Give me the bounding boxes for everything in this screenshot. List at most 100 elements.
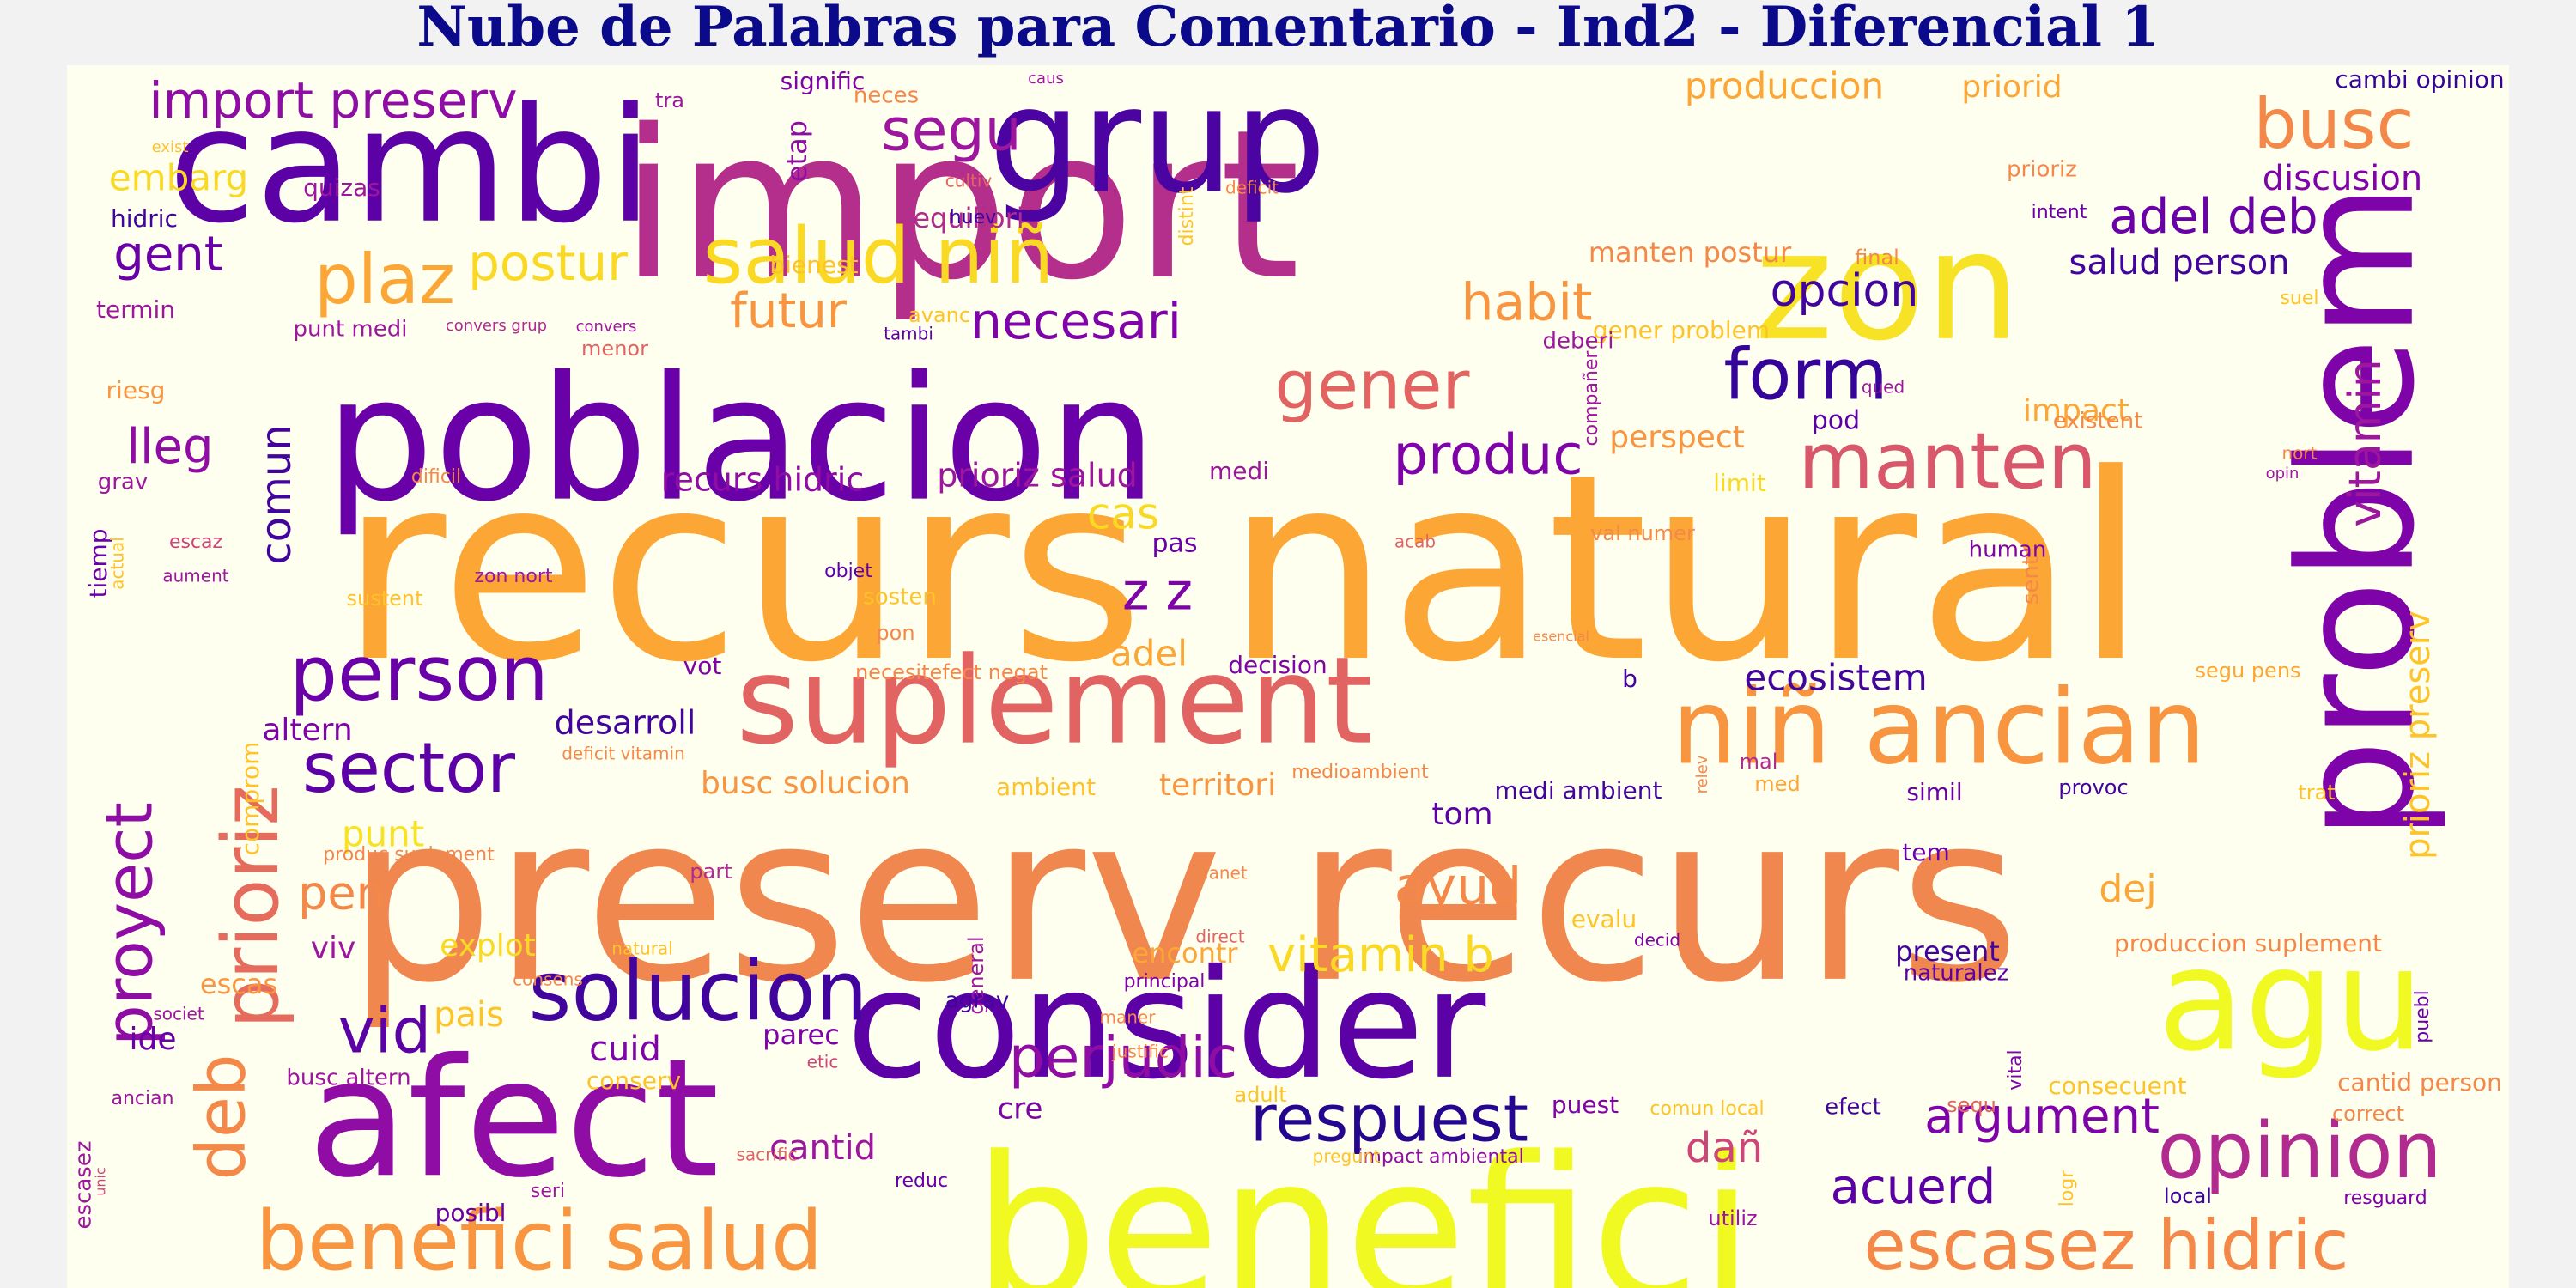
word-consecuent: consecuent bbox=[2048, 1072, 2186, 1100]
word-general: general bbox=[964, 936, 988, 1014]
word-tom: tom bbox=[1431, 797, 1492, 832]
word-decision: decision bbox=[1228, 651, 1327, 679]
word-pod: pod bbox=[1812, 406, 1860, 436]
word-existent: existent bbox=[2053, 409, 2143, 434]
word-deb: deb bbox=[183, 1054, 260, 1180]
word-unic: unic bbox=[93, 1167, 109, 1196]
word-import: import bbox=[620, 85, 1300, 325]
word-sector: sector bbox=[302, 728, 515, 808]
word-efect: efect bbox=[1825, 1095, 1881, 1121]
word-pon: pon bbox=[876, 621, 914, 645]
word-cloud-svg: recurs natural preserv recurs importpoblac… bbox=[71, 65, 2505, 1288]
word-ancian: ancian bbox=[111, 1088, 173, 1109]
word-puebl: puebl bbox=[2412, 990, 2433, 1043]
word-mal: mal bbox=[1740, 750, 1778, 774]
word-objet: objet bbox=[824, 561, 872, 582]
word-argument: argument bbox=[1924, 1089, 2160, 1145]
word-sequ: sequ bbox=[1947, 1093, 1996, 1117]
word-present: present bbox=[1895, 935, 2000, 968]
word-resguard: resguard bbox=[2343, 1188, 2427, 1209]
word-nort: nort bbox=[2282, 443, 2318, 464]
word-z-z: z z bbox=[1122, 562, 1193, 623]
word-prioriz: prioriz bbox=[206, 785, 296, 1028]
word-local: local bbox=[2164, 1184, 2212, 1208]
word-sosten: sosten bbox=[863, 585, 937, 611]
word-medioambient: medioambient bbox=[1291, 762, 1429, 783]
word-distint: distint bbox=[1176, 186, 1198, 246]
word-comun: comun bbox=[252, 424, 301, 564]
word-recurs-natural: recurs natural bbox=[340, 419, 2147, 719]
word-escas: escas bbox=[200, 968, 277, 1000]
word-gent: gent bbox=[113, 227, 222, 283]
word-ambient: ambient bbox=[996, 773, 1096, 801]
word-decid: decid bbox=[1634, 930, 1680, 951]
word-ayud: ayud bbox=[1394, 857, 1522, 917]
word-agu: agu bbox=[2158, 917, 2424, 1082]
word-solucion: solucion bbox=[528, 943, 867, 1039]
word-intent: intent bbox=[2032, 202, 2087, 223]
word-parec: parec bbox=[762, 1018, 840, 1051]
word-tra: tra bbox=[655, 88, 684, 112]
word-prioriz-preserv: prioriz preserv bbox=[2398, 611, 2438, 860]
word-vid: vid bbox=[338, 995, 431, 1067]
word-escasez: escasez bbox=[71, 1141, 97, 1230]
word-adult: adult bbox=[1234, 1083, 1286, 1107]
word-esencial: esencial bbox=[1533, 629, 1589, 645]
word-etic: etic bbox=[807, 1052, 839, 1072]
word-relev: relev bbox=[1693, 755, 1711, 793]
word-pais: pais bbox=[434, 995, 504, 1035]
word-naturalez: naturalez bbox=[1904, 961, 2009, 987]
word-habit: habit bbox=[1461, 273, 1592, 333]
word-cloud: recurs natural preserv recurs import poblac… bbox=[67, 65, 2509, 1288]
word-reduc: reduc bbox=[895, 1170, 948, 1192]
word-cuid: cuid bbox=[589, 1030, 661, 1069]
word-justific: justific bbox=[1111, 1042, 1169, 1062]
word-recurs-hidric: recurs hidric bbox=[661, 461, 864, 499]
word-limit: limit bbox=[1713, 469, 1766, 497]
word-riesg: riesg bbox=[106, 376, 166, 404]
word-form: form bbox=[1723, 334, 1887, 416]
word-comun-local: comun local bbox=[1649, 1098, 1764, 1120]
word-natural: natural bbox=[611, 939, 672, 959]
word-cultiv: cultiv bbox=[945, 171, 993, 191]
word-encontr: encontr bbox=[1132, 937, 1238, 969]
word-convers: convers bbox=[576, 318, 637, 336]
word-actual: actual bbox=[107, 537, 128, 590]
word-lleg: lleg bbox=[126, 419, 213, 475]
word-vitamin: vitamin bbox=[2340, 359, 2391, 527]
word-hidric: hidric bbox=[111, 204, 178, 233]
word-zon: zon bbox=[1754, 200, 2020, 374]
word-medi: medi bbox=[1209, 457, 1269, 485]
word-simil: simil bbox=[1906, 778, 1962, 806]
word-agrav: agrav bbox=[945, 988, 1009, 1014]
word-seri: seri bbox=[531, 1181, 565, 1202]
word-necesari: necesari bbox=[970, 292, 1182, 350]
word-sacrific: sacrific bbox=[736, 1145, 797, 1165]
word-dificil: dificil bbox=[411, 466, 461, 488]
word-deficit-vitamin: deficit vitamin bbox=[562, 744, 685, 764]
word-vot: vot bbox=[683, 652, 722, 680]
word-afect: afect bbox=[307, 1024, 719, 1213]
word-maner: maner bbox=[1100, 1007, 1157, 1028]
word-gener: gener bbox=[1275, 347, 1471, 424]
word-produc: produc bbox=[1393, 424, 1583, 488]
word-opinion: opinion bbox=[2157, 1106, 2441, 1196]
word-acab: acab bbox=[1394, 532, 1436, 552]
word-pas: pas bbox=[1151, 529, 1197, 559]
word-puest: puest bbox=[1552, 1091, 1619, 1119]
word-neces: neces bbox=[854, 83, 919, 109]
word-termin: termin bbox=[96, 295, 175, 324]
word-grup: grup bbox=[988, 65, 1326, 226]
word-etap: etap bbox=[781, 120, 813, 182]
word-manten-postur: manten postur bbox=[1589, 236, 1792, 269]
word-necesitefect-negat: necesitefect negat bbox=[855, 660, 1048, 684]
word-niñ-ancian: niñ ancian bbox=[1672, 669, 2206, 788]
word-principal: principal bbox=[1124, 971, 1206, 993]
word-final: final bbox=[1855, 246, 1899, 270]
word-salud-niñ: salud niñ bbox=[703, 211, 1054, 301]
word-comprom: comprom bbox=[236, 742, 264, 856]
word-produccion-suplement: produccion suplement bbox=[2114, 929, 2382, 957]
word-produc-suplement: produc suplement bbox=[323, 844, 495, 866]
word-aument: aument bbox=[162, 566, 228, 586]
word-priorid: priorid bbox=[1961, 70, 2062, 105]
